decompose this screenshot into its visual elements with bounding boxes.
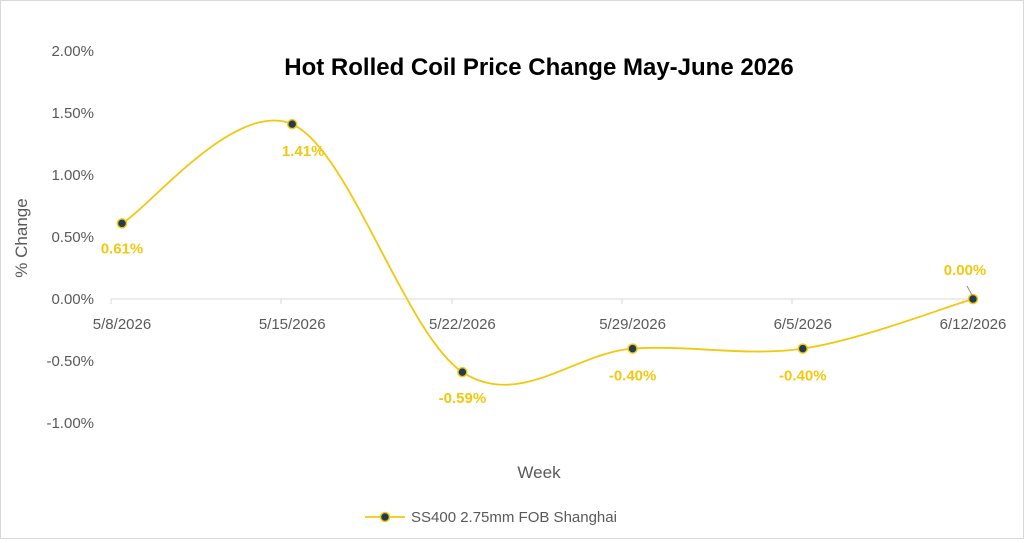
data-point-marker: [286, 118, 298, 130]
legend-label: SS400 2.75mm FOB Shanghai: [411, 509, 617, 526]
markers-layer: [116, 118, 979, 378]
data-point-marker: [627, 343, 638, 354]
y-axis-ticks: 2.00% 1.50% 1.00% 0.50% 0.00% -0.50% -1.00%: [46, 43, 94, 432]
x-tick-label: 6/5/2026: [774, 316, 832, 333]
y-tick-label: 1.00%: [51, 167, 94, 184]
y-tick-label: -0.50%: [46, 353, 94, 370]
chart-title: Hot Rolled Coil Price Change May-June 20…: [284, 54, 793, 81]
y-tick-label: 1.50%: [51, 105, 94, 122]
y-tick-label: 0.50%: [51, 229, 94, 246]
series-layer: [121, 119, 974, 386]
x-axis-ticks: 5/8/2026 5/15/2026 5/22/2026 5/29/2026 6/5/2…: [93, 316, 1007, 333]
data-label: 0.61%: [101, 240, 144, 257]
data-label: -0.59%: [439, 390, 487, 407]
x-tick-label: 5/29/2026: [599, 316, 666, 333]
data-point-marker: [116, 218, 128, 229]
x-tick-label: 5/8/2026: [93, 316, 151, 333]
data-label: 0.00%: [944, 262, 987, 279]
data-point-marker: [967, 293, 979, 305]
data-labels-layer: 0.61% 1.41% -0.59% -0.40% -0.40% 0.00%: [101, 143, 987, 407]
data-label: -0.40%: [779, 368, 827, 385]
series-line: [121, 119, 974, 386]
data-label: 1.41%: [282, 143, 325, 160]
data-label-leader-line: [966, 285, 973, 296]
data-point-marker: [797, 343, 809, 354]
legend: SS400 2.75mm FOB Shanghai: [365, 509, 617, 526]
x-tick-label: 6/12/2026: [940, 316, 1007, 333]
y-axis-label: % Change: [12, 198, 31, 277]
y-tick-label: -1.00%: [46, 415, 94, 432]
x-tick-label: 5/22/2026: [429, 316, 496, 333]
x-tick-label: 5/15/2026: [259, 316, 326, 333]
legend-marker-swatch: [379, 511, 391, 523]
y-tick-label: 2.00%: [51, 43, 94, 60]
data-point-marker: [457, 366, 468, 378]
x-axis: [110, 298, 974, 304]
data-label: -0.40%: [609, 368, 657, 385]
x-axis-label: Week: [517, 463, 561, 482]
y-tick-label: 0.00%: [51, 291, 94, 308]
